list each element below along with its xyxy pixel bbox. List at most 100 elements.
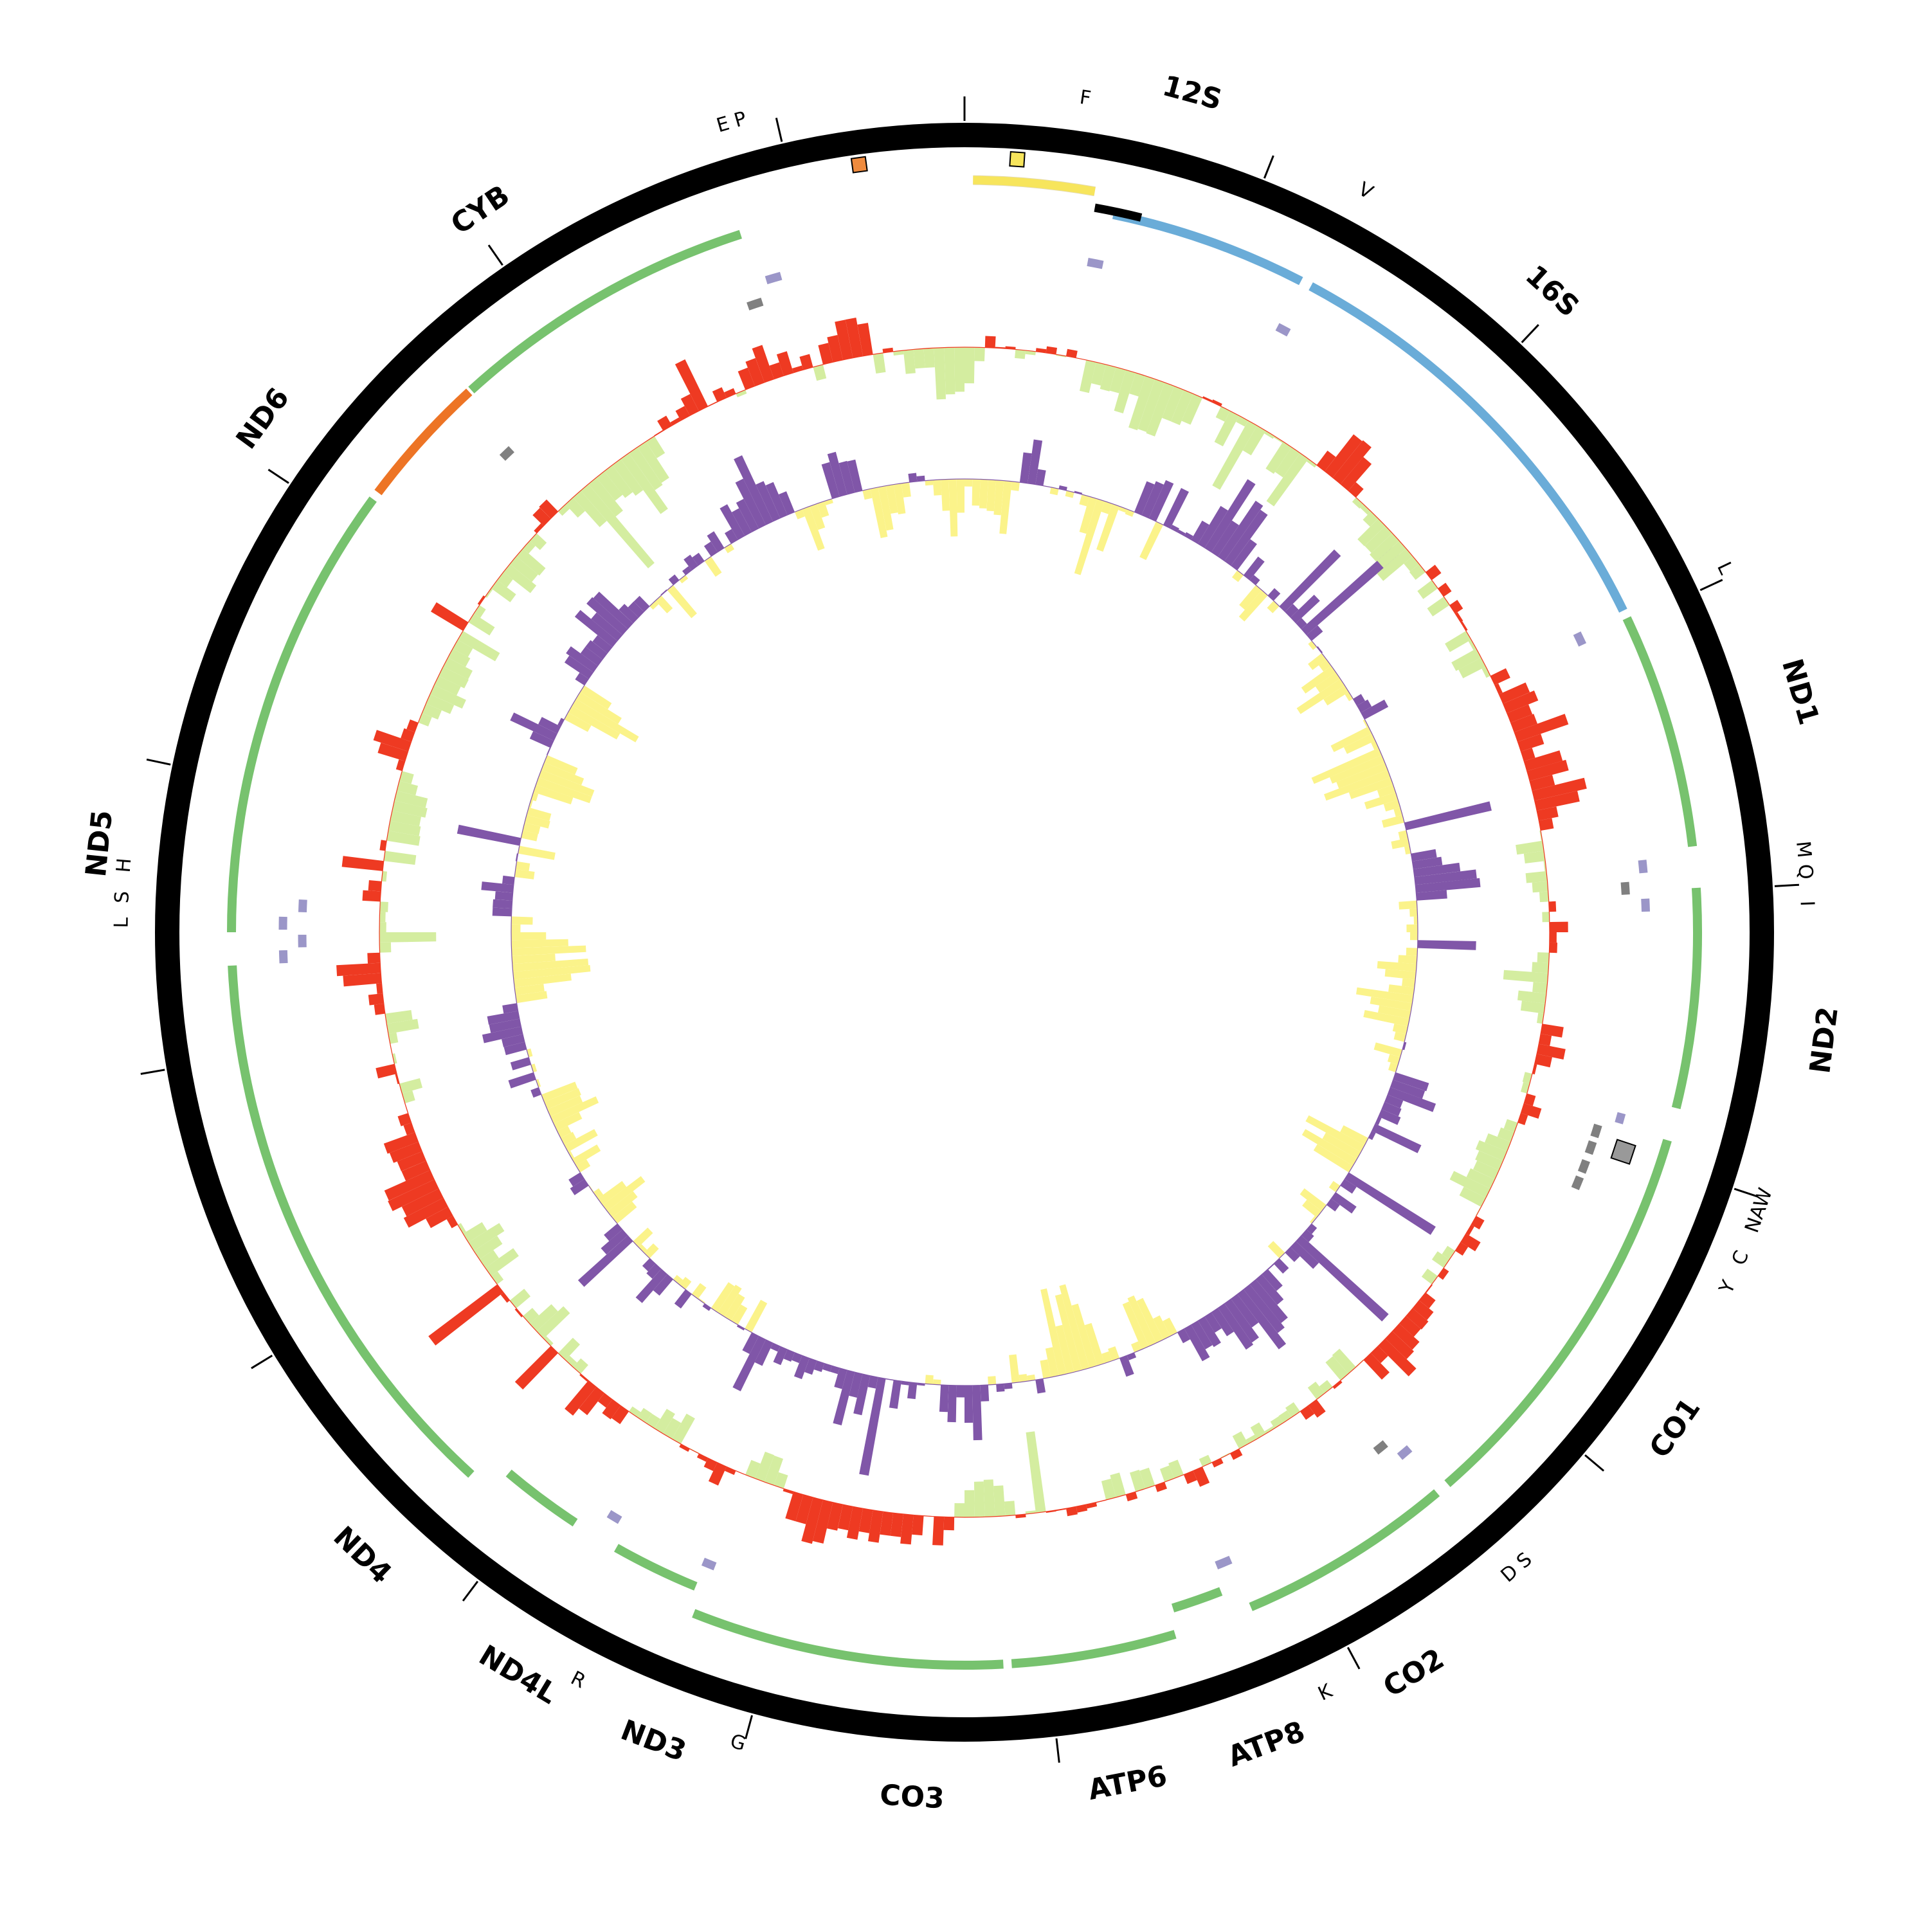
gc-skew-segment	[1523, 1072, 1532, 1083]
gene-label: 16S	[1519, 259, 1585, 323]
gc-skew-segment	[934, 348, 946, 400]
gc-skew-segment	[1274, 436, 1283, 443]
gc-skew-segment	[1532, 962, 1549, 973]
trna-mark	[609, 1513, 620, 1520]
gene-arc-nd3	[616, 1548, 696, 1586]
gc-content-segment	[996, 1384, 1004, 1392]
gene-label: ND1	[1775, 655, 1825, 728]
tick-mark	[1775, 885, 1799, 886]
trna-label: H	[113, 857, 136, 873]
gene-label: CO1	[1643, 1393, 1707, 1464]
gc-skew-segment	[944, 1517, 955, 1530]
trna-mark	[1278, 327, 1289, 332]
gc-content-segment	[493, 908, 512, 917]
gc-content-segment	[493, 899, 512, 908]
gc-skew-segment	[1445, 631, 1471, 652]
gc-skew-segment	[579, 1374, 588, 1382]
gc-content-segment	[669, 575, 680, 585]
gc-skew-segment	[368, 993, 384, 1006]
gc-content-segment	[1268, 588, 1281, 601]
gc-content-segment	[1267, 600, 1280, 613]
gc-content-track	[457, 440, 1492, 1476]
tick-mark	[489, 245, 503, 265]
origin-marker	[851, 157, 867, 173]
gc-skew-segment	[428, 1285, 503, 1346]
origin-marker	[1010, 152, 1024, 167]
trna-label: K	[1315, 1679, 1337, 1706]
gene-label: CYB	[445, 179, 516, 241]
gc-skew-segment	[924, 348, 935, 368]
gc-content-segment	[1317, 646, 1323, 653]
gene-label: CO2	[1377, 1642, 1449, 1704]
gc-skew-segment	[379, 932, 436, 943]
origin-markers	[851, 152, 1636, 1164]
gc-skew-segment	[1333, 1380, 1343, 1389]
gc-skew-segment	[431, 602, 468, 631]
gc-content-segment	[1345, 1173, 1436, 1235]
gc-skew-segment	[1542, 912, 1550, 922]
gc-skew-segment	[510, 1289, 530, 1308]
gc-skew-segment	[1417, 580, 1438, 599]
gene-label: ND6	[230, 382, 296, 455]
gc-content-segment	[698, 1298, 705, 1304]
gc-content-segment	[979, 479, 988, 509]
gc-skew-segment	[1212, 420, 1257, 490]
gc-content-segment	[511, 916, 533, 925]
gc-content-segment	[1374, 1042, 1402, 1057]
tick-mark	[141, 1070, 165, 1074]
trna-mark	[766, 276, 781, 280]
gc-skew-segment	[1426, 564, 1441, 580]
gc-skew-segment	[501, 1292, 510, 1303]
gc-skew-segment	[1532, 982, 1547, 993]
gc-skew-segment	[985, 336, 996, 348]
gc-skew-segment	[873, 353, 886, 374]
trna-mark	[283, 950, 284, 963]
trna-mark	[1642, 860, 1644, 873]
gc-content-segment	[1410, 932, 1418, 940]
gc-content-segment	[1268, 1264, 1274, 1270]
gc-skew-segment	[468, 613, 494, 635]
trna-label: Q	[1793, 863, 1817, 880]
tick-mark	[251, 1355, 272, 1368]
trna-mark	[703, 1562, 715, 1567]
gc-skew-segment	[657, 416, 672, 431]
tick-mark	[147, 759, 170, 764]
gc-skew-segment	[1532, 881, 1548, 893]
gc-content-segment	[1372, 1124, 1422, 1153]
trna-label: G	[728, 1730, 748, 1756]
gc-skew-segment	[974, 1481, 985, 1517]
gc-skew-segment	[342, 856, 384, 871]
trna-mark	[502, 449, 511, 458]
gc-skew-segment	[1026, 1431, 1046, 1513]
trna-mark	[748, 302, 762, 306]
gc-skew-segment	[1307, 459, 1317, 467]
gene-arc-atp8	[1173, 1591, 1221, 1608]
gene-label: ND3	[617, 1713, 691, 1768]
gene-arc-cyb	[471, 234, 741, 390]
gc-skew-segment	[1015, 350, 1026, 359]
tick-mark	[1056, 1738, 1059, 1763]
gc-content-segment	[745, 1300, 767, 1333]
gc-content-segment	[660, 590, 667, 595]
gc-content-segment	[530, 1087, 541, 1097]
gc-content-segment	[1296, 1236, 1389, 1322]
trna-label: Y	[1715, 1277, 1741, 1298]
gc-content-segment	[1414, 916, 1418, 924]
gc-skew-segment	[1422, 1268, 1438, 1285]
trna-mark	[1376, 1443, 1386, 1451]
gc-skew-segment	[1526, 871, 1548, 883]
gc-skew-segment	[1532, 1064, 1537, 1074]
gc-content-segment	[1232, 570, 1244, 582]
gc-skew-segment	[534, 523, 543, 534]
gc-skew-segment	[1449, 600, 1463, 613]
gc-skew-segment	[1426, 1285, 1433, 1294]
gc-content-segment	[518, 846, 556, 860]
gc-skew-segment	[368, 880, 382, 892]
gc-content-segment	[578, 1236, 633, 1287]
gene-label: 12S	[1159, 69, 1226, 117]
gene-arc-nd4l	[509, 1473, 575, 1522]
gc-skew-segment	[1438, 582, 1451, 597]
gc-content-segment	[948, 479, 957, 536]
gc-content-segment	[956, 1386, 964, 1398]
